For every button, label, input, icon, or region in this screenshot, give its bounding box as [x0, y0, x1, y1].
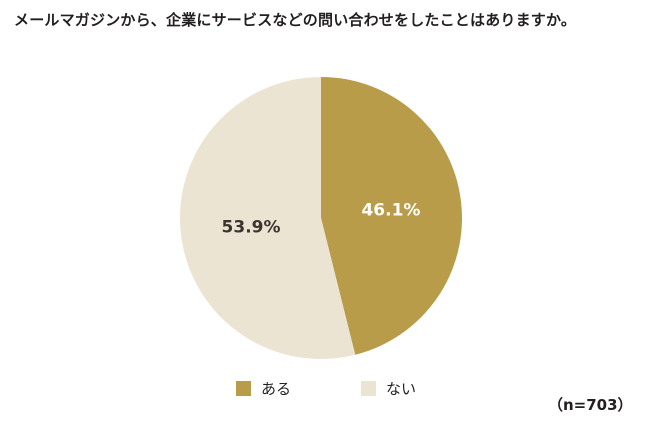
- chart-title: メールマガジンから、企業にサービスなどの問い合わせをしたことはありますか。: [14, 11, 577, 29]
- legend-item-nai: ない: [361, 378, 416, 399]
- slice-nai: [179, 77, 356, 359]
- legend-swatch-aru: [236, 381, 251, 396]
- sample-size-note: （n=703）: [548, 396, 633, 414]
- slice-label-nai: 53.9%: [222, 218, 281, 238]
- slice-label-aru: 46.1%: [361, 200, 420, 220]
- legend-label-aru: ある: [261, 380, 292, 398]
- legend-label-nai: ない: [386, 380, 417, 398]
- legend-item-aru: ある: [236, 378, 291, 399]
- slice-aru: [321, 77, 462, 355]
- legend: ある ない: [236, 378, 416, 399]
- legend-swatch-nai: [361, 381, 377, 396]
